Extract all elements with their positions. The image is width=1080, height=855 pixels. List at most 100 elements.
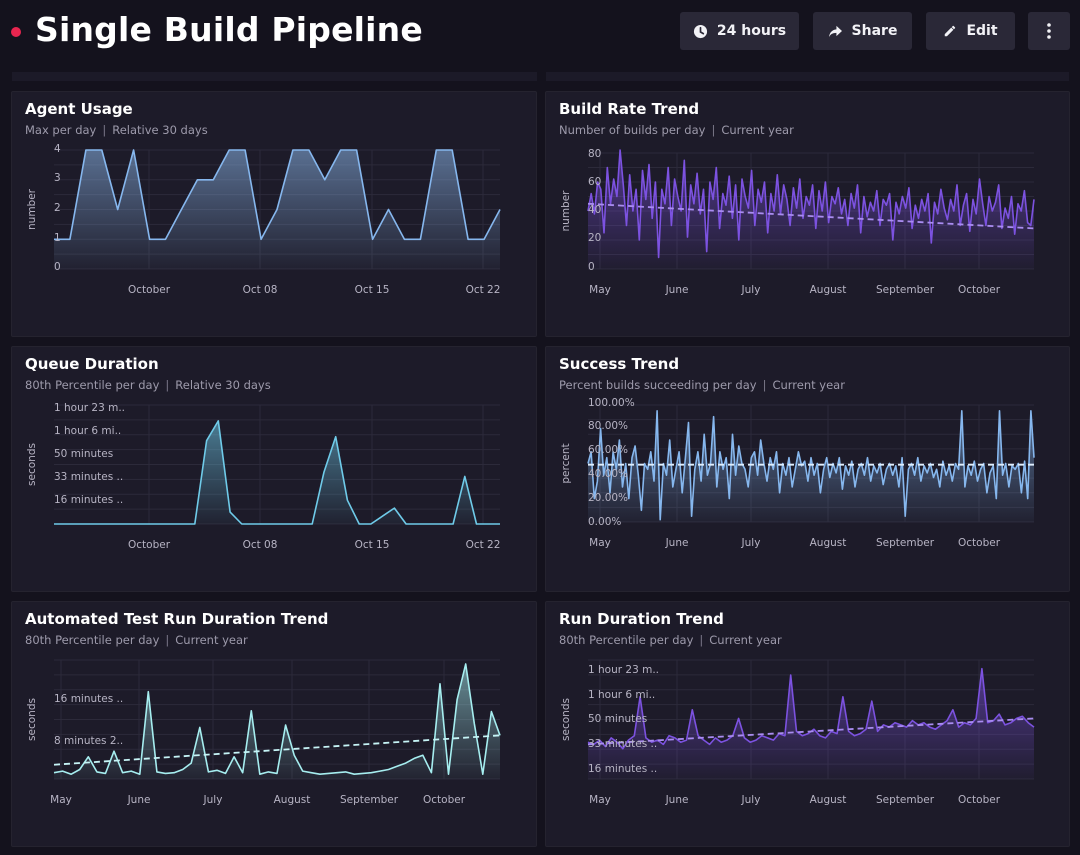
panel-title[interactable]: Success Trend — [559, 355, 680, 373]
time-range-button[interactable]: 24 hours — [680, 12, 799, 50]
panel-title[interactable]: Run Duration Trend — [559, 610, 724, 628]
panel-subtitle-range: Current year — [772, 378, 845, 392]
series-line[interactable] — [587, 149, 1035, 259]
trend-line — [587, 202, 1035, 230]
panel-subtitle: 80th Percentile per day | Relative 30 days — [25, 378, 271, 392]
x-tick-label: July — [203, 794, 223, 806]
panel-subtitle-range: Current year — [709, 633, 782, 647]
chart-canvas[interactable]: 4 3 2 1 0 October Oct 08 Oct 15 Oct 22 number — [12, 92, 537, 337]
y-tick-label: 16 minutes .. — [588, 763, 657, 775]
y-tick-label: 33 minutes .. — [54, 471, 123, 483]
series-area — [588, 668, 1034, 779]
series-line[interactable] — [53, 663, 501, 775]
x-tick-label: Oct 22 — [466, 539, 501, 551]
panel-subtitle-range: Current year — [175, 633, 248, 647]
share-label: Share — [851, 23, 898, 39]
y-tick-label: 20 — [588, 232, 601, 244]
chart-canvas[interactable]: 1 hour 23 m.. 1 hour 6 mi.. 50 minutes 33 m… — [12, 347, 537, 592]
header: Single Build Pipeline 24 hours Share Edi… — [0, 0, 1080, 66]
y-tick-label: 33 minutes .. — [588, 738, 657, 750]
x-tick-label: October — [128, 539, 171, 551]
x-tick-label: August — [810, 537, 847, 549]
x-tick-label: Oct 22 — [466, 284, 501, 296]
x-tick-label: August — [810, 794, 847, 806]
scroll-edge-left — [12, 72, 537, 81]
panel-subtitle: Number of builds per day | Current year — [559, 123, 794, 137]
x-tick-label: August — [274, 794, 311, 806]
x-tick-label: October — [423, 794, 466, 806]
panel-subtitle-aggregation: 80th Percentile per day — [25, 378, 160, 392]
time-range-label: 24 hours — [716, 23, 787, 39]
edit-label: Edit — [966, 23, 998, 39]
panel-title[interactable]: Queue Duration — [25, 355, 159, 373]
y-tick-label: 0.00% — [588, 516, 621, 528]
panel-subtitle: Max per day | Relative 30 days — [25, 123, 208, 137]
chart-canvas[interactable]: 80 60 40 20 0 May June July August September Octob… — [546, 92, 1070, 337]
panel-subtitle-range: Current year — [721, 123, 794, 137]
y-tick-label: 40 — [588, 204, 601, 216]
x-tick-label: July — [741, 794, 761, 806]
panel-subtitle-range: Relative 30 days — [175, 378, 271, 392]
panel-subtitle-aggregation: Percent builds succeeding per day — [559, 378, 757, 392]
chart-panel: Build Rate Trend Number of builds per day… — [545, 91, 1070, 337]
x-tick-label: June — [665, 284, 689, 296]
chart-canvas[interactable]: 16 minutes .. 8 minutes 2.. May June July Aug… — [12, 602, 537, 847]
panel-subtitle: 80th Percentile per day | Current year — [559, 633, 782, 647]
x-tick-label: October — [958, 537, 1001, 549]
series-line[interactable] — [587, 410, 1035, 521]
panel-title[interactable]: Automated Test Run Duration Trend — [25, 610, 329, 628]
x-tick-label: June — [665, 794, 689, 806]
y-axis-title: number — [26, 188, 38, 230]
x-tick-label: September — [876, 537, 935, 549]
chart-panel: Automated Test Run Duration Trend 80th Pe… — [11, 601, 537, 847]
x-tick-label: Oct 15 — [355, 539, 390, 551]
x-tick-label: Oct 15 — [355, 284, 390, 296]
chart-canvas[interactable]: 100.00% 80.00% 60.00% 40.00% 20.00% 0.00% May J… — [546, 347, 1070, 592]
page-title: Single Build Pipeline — [35, 10, 423, 49]
x-tick-label: October — [128, 284, 171, 296]
x-tick-label: August — [810, 284, 847, 296]
panel-title[interactable]: Build Rate Trend — [559, 100, 700, 118]
edit-button[interactable]: Edit — [926, 12, 1015, 50]
y-axis-title: seconds — [26, 443, 38, 486]
clock-icon — [693, 24, 707, 38]
chart-canvas[interactable]: 1 hour 23 m.. 1 hour 6 mi.. 50 minutes 33 m… — [546, 602, 1070, 847]
x-tick-label: October — [958, 284, 1001, 296]
y-tick-label: 1 hour 23 m.. — [54, 402, 125, 414]
panel-subtitle-aggregation: Number of builds per day — [559, 123, 706, 137]
more-options-button[interactable] — [1028, 12, 1070, 50]
x-tick-label: July — [741, 537, 761, 549]
chart-panel: Queue Duration 80th Percentile per day | Re… — [11, 346, 537, 592]
y-tick-label: 1 hour 6 mi.. — [588, 689, 655, 701]
share-button[interactable]: Share — [813, 12, 912, 50]
y-tick-label: 50 minutes — [588, 713, 647, 725]
series-line[interactable] — [54, 420, 500, 525]
y-tick-label: 50 minutes — [54, 448, 113, 460]
x-tick-label: September — [876, 284, 935, 296]
panel-title[interactable]: Agent Usage — [25, 100, 133, 118]
y-tick-label: 80.00% — [588, 420, 628, 432]
y-tick-label: 1 — [54, 232, 61, 244]
y-tick-label: 3 — [54, 172, 61, 184]
y-tick-label: 16 minutes .. — [54, 494, 123, 506]
live-indicator — [11, 27, 21, 37]
x-tick-label: July — [741, 284, 761, 296]
y-tick-label: 8 minutes 2.. — [54, 735, 123, 747]
y-axis-title: seconds — [560, 698, 572, 741]
y-axis-title: number — [560, 190, 572, 232]
chart-panel: Agent Usage Max per day | Relative 30 days 4… — [11, 91, 537, 337]
y-tick-label: 60 — [588, 176, 601, 188]
y-tick-label: 1 hour 6 mi.. — [54, 425, 121, 437]
x-tick-label: June — [665, 537, 689, 549]
x-tick-label: October — [958, 794, 1001, 806]
trend-line — [53, 734, 501, 766]
series-area — [588, 410, 1034, 522]
vertical-dots-icon — [1047, 23, 1051, 39]
x-tick-label: June — [127, 794, 151, 806]
y-tick-label: 0 — [588, 261, 595, 273]
y-tick-label: 20.00% — [588, 492, 628, 504]
y-tick-label: 80 — [588, 148, 601, 160]
x-tick-label: September — [876, 794, 935, 806]
series-line[interactable] — [54, 149, 501, 241]
x-tick-label: May — [589, 537, 611, 549]
